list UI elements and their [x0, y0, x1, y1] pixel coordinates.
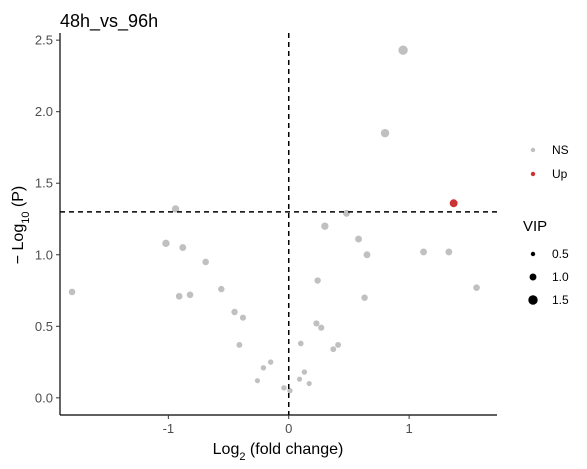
reference-lines — [60, 33, 497, 415]
data-point-33 — [254, 378, 261, 384]
data-point-32 — [296, 376, 303, 382]
points-layer — [68, 45, 480, 394]
y-tick-label: 0.0 — [35, 390, 53, 405]
chart-title: 48h_vs_96h — [60, 11, 158, 32]
size-legend-key — [529, 273, 537, 281]
data-point-21 — [231, 308, 238, 316]
data-point-36 — [287, 387, 293, 394]
legend-label-up: Up — [552, 167, 568, 181]
size-legend-title: VIP — [523, 218, 547, 235]
x-tick-label: 1 — [406, 421, 413, 436]
data-point-16 — [473, 284, 480, 291]
legend-key-up — [530, 171, 536, 177]
data-point-3 — [449, 199, 458, 208]
size-legend-label: 1.0 — [552, 270, 569, 284]
size-legend-label: 0.5 — [552, 247, 569, 261]
data-point-13 — [202, 258, 209, 266]
data-point-29 — [267, 359, 274, 365]
legend: NS Up VIP 0.5 1.0 1.5 — [523, 143, 569, 307]
data-point-7 — [162, 239, 170, 248]
data-point-22 — [239, 314, 247, 321]
data-point-31 — [301, 369, 308, 375]
y-tick-label: 1.5 — [35, 176, 53, 191]
size-legend-label: 1.5 — [552, 293, 569, 307]
y-tick-label: 2.0 — [35, 104, 53, 119]
data-point-5 — [343, 209, 350, 217]
data-point-2 — [380, 128, 390, 138]
data-point-17 — [218, 285, 225, 293]
data-point-6 — [321, 222, 329, 230]
axes: -1 0 1 0.0 0.5 1.0 1.5 2.0 2.5 — [35, 33, 497, 436]
data-point-25 — [236, 341, 243, 348]
data-point-14 — [314, 277, 321, 284]
y-tick-label: 1.0 — [35, 247, 53, 262]
data-point-35 — [281, 385, 287, 391]
size-legend-key — [530, 251, 536, 257]
data-point-23 — [313, 320, 320, 327]
y-axis-title: − Log10 (P) — [10, 186, 32, 265]
y-tick-label: 0.5 — [35, 319, 53, 334]
data-point-18 — [175, 292, 183, 300]
data-point-28 — [330, 346, 337, 353]
data-point-20 — [361, 294, 368, 301]
data-point-24 — [318, 324, 325, 331]
data-point-19 — [186, 291, 194, 299]
data-point-34 — [306, 380, 312, 387]
data-point-26 — [297, 340, 304, 347]
data-point-8 — [179, 244, 187, 252]
data-point-1 — [398, 45, 408, 55]
x-axis-title: Log2 (fold change) — [213, 441, 344, 463]
data-point-9 — [355, 235, 363, 243]
data-point-4 — [171, 205, 180, 213]
x-tick-label: 0 — [285, 421, 292, 436]
data-point-11 — [420, 248, 428, 256]
data-point-15 — [68, 288, 76, 296]
data-point-12 — [445, 248, 453, 256]
y-tick-label: 2.5 — [35, 33, 53, 48]
size-legend-key — [528, 295, 538, 305]
data-point-30 — [260, 365, 267, 371]
data-point-27 — [335, 341, 342, 348]
legend-label-ns: NS — [552, 143, 569, 157]
x-tick-label: -1 — [163, 421, 175, 436]
data-point-10 — [363, 251, 371, 259]
legend-key-ns — [530, 147, 536, 153]
